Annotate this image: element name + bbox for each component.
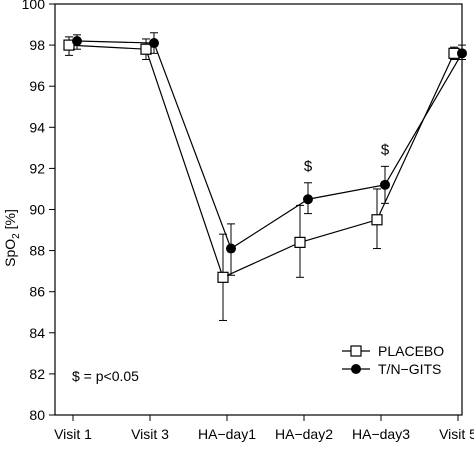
data-point-tngits <box>72 35 82 46</box>
legend-label: T/N−GITS <box>378 361 441 377</box>
y-axis-label-sub: 2 <box>11 233 22 239</box>
y-tick-label: 82 <box>29 366 45 382</box>
y-tick-label: 80 <box>29 407 45 423</box>
series-line-1 <box>68 44 455 279</box>
legend-label: PLACEBO <box>378 343 444 359</box>
x-tick-label: Visit 3 <box>131 426 169 442</box>
data-point-tngits <box>303 194 313 205</box>
data-point-placebo <box>63 39 75 51</box>
x-tick-label: Visit 1 <box>54 426 92 442</box>
data-point-placebo <box>217 271 229 283</box>
data-point-placebo <box>371 214 383 226</box>
y-axis-label-unit: [%] <box>2 209 18 233</box>
x-tick-label: HA−day2 <box>275 426 333 442</box>
y-tick-label: 88 <box>29 243 45 259</box>
y-tick-label: 98 <box>29 37 45 53</box>
significance-annotation: $ = p<0.05 <box>72 368 139 384</box>
y-tick-label: 84 <box>29 325 45 341</box>
chart-axes: 80 82 84 86 88 90 92 94 96 98 100 Visit 1 Visit 3 HA−… <box>22 0 474 442</box>
data-point-placebo <box>140 43 152 55</box>
data-point-tngits <box>380 179 390 190</box>
significance-mark: $ <box>304 158 313 175</box>
data-point-placebo <box>294 236 306 248</box>
legend-marker-tngits <box>351 364 361 374</box>
y-tick-label: 92 <box>29 160 45 176</box>
y-tick-label: 90 <box>29 202 45 218</box>
y-tick-label: 86 <box>29 284 45 300</box>
x-tick-label: HA−day1 <box>198 426 256 442</box>
chart-marks: $$ <box>63 32 467 321</box>
data-point-tngits <box>149 38 159 49</box>
x-tick-label: Visit 5 <box>439 426 474 442</box>
legend: PLACEBO T/N−GITS <box>342 343 444 377</box>
x-tick-label: HA−day3 <box>352 426 410 442</box>
y-tick-label: 94 <box>29 119 45 135</box>
y-axis-label-main: SpO <box>2 239 18 267</box>
y-axis-label: SpO2 [%] <box>2 209 22 267</box>
y-tick-label: 96 <box>29 78 45 94</box>
data-point-tngits <box>457 48 467 59</box>
data-point-tngits <box>226 243 236 254</box>
series-line-2 <box>76 40 463 250</box>
significance-mark: $ <box>381 141 390 158</box>
y-tick-label: 100 <box>22 0 46 12</box>
legend-marker-placebo <box>350 345 362 357</box>
